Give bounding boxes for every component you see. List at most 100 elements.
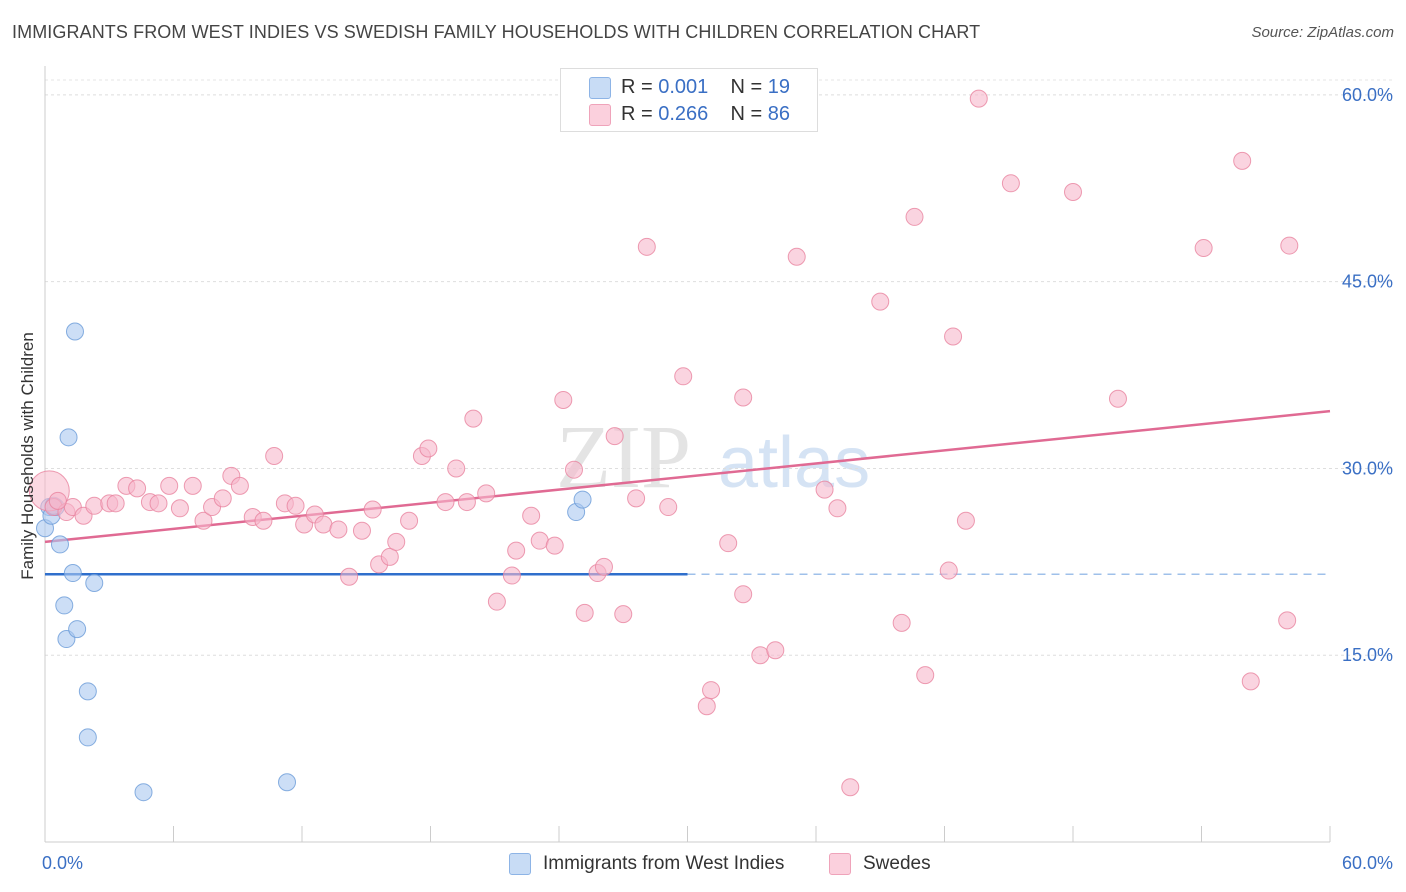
point-swedes-66 — [766, 641, 785, 660]
tick-labels: 15.0% 30.0% 45.0% 60.0% 0.0% 60.0% — [42, 85, 1393, 873]
stats-legend: R = 0.001 N = 19 R = 0.266 N = 86 — [560, 68, 818, 132]
point-swedes-59 — [674, 367, 693, 386]
legend-label-swedes: Swedes — [863, 853, 931, 874]
point-swedes-30 — [352, 521, 371, 540]
point-swedes-83 — [1233, 151, 1252, 170]
n-label: N = — [730, 75, 763, 98]
point-west-indies-10 — [68, 620, 87, 639]
point-swedes-14 — [183, 476, 202, 495]
point-swedes-87 — [48, 491, 67, 510]
point-swedes-70 — [841, 778, 860, 797]
point-swedes-9 — [128, 479, 147, 498]
point-swedes-44 — [502, 566, 521, 585]
point-west-indies-9 — [65, 322, 84, 341]
point-swedes-67 — [787, 247, 806, 266]
y-tick-label: 60.0% — [1342, 85, 1393, 105]
x-tick-label-max: 60.0% — [1342, 853, 1393, 873]
point-swedes-28 — [329, 520, 348, 539]
point-swedes-65 — [751, 646, 770, 665]
point-swedes-68 — [815, 480, 834, 499]
point-swedes-12 — [160, 476, 179, 495]
point-swedes-21 — [254, 511, 273, 530]
legend-item-swedes[interactable]: Swedes — [829, 852, 931, 876]
point-west-indies-4 — [50, 535, 69, 554]
point-swedes-55 — [614, 605, 633, 624]
y-tick-label: 30.0% — [1342, 458, 1393, 478]
point-west-indies-7 — [59, 428, 78, 447]
source-credit: Source: ZipAtlas.com — [1251, 24, 1394, 41]
point-swedes-38 — [436, 493, 455, 512]
point-swedes-73 — [905, 207, 924, 226]
point-west-indies-17 — [573, 490, 592, 509]
point-swedes-48 — [545, 536, 564, 555]
point-swedes-11 — [149, 494, 168, 513]
point-swedes-56 — [627, 489, 646, 508]
point-swedes-53 — [594, 557, 613, 576]
y-axis-label: Family Households with Children — [18, 332, 37, 580]
point-west-indies-8 — [63, 564, 82, 583]
legend-item-west-indies[interactable]: Immigrants from West Indies — [509, 852, 784, 876]
point-west-indies-11 — [78, 682, 97, 701]
point-swedes-75 — [939, 561, 958, 580]
point-swedes-77 — [956, 511, 975, 530]
point-swedes-85 — [1280, 236, 1299, 255]
point-swedes-19 — [230, 476, 249, 495]
point-swedes-64 — [734, 388, 753, 407]
point-west-indies-15 — [278, 773, 297, 792]
point-west-indies-5 — [55, 596, 74, 615]
point-west-indies-12 — [78, 728, 97, 747]
stats-text-swedes: R = 0.266 N = 86 — [621, 103, 790, 126]
point-swedes-80 — [1064, 183, 1082, 202]
point-swedes-13 — [170, 499, 189, 518]
point-swedes-5 — [85, 496, 104, 515]
point-swedes-74 — [916, 666, 935, 685]
point-swedes-58 — [659, 498, 678, 517]
y-tick-label: 15.0% — [1342, 645, 1393, 665]
point-swedes-29 — [340, 567, 359, 586]
point-swedes-86 — [1278, 611, 1297, 630]
stats-text-west-indies: R = 0.001 N = 19 — [621, 76, 790, 99]
point-swedes-78 — [969, 89, 988, 108]
point-swedes-34 — [387, 532, 406, 551]
point-swedes-72 — [892, 613, 911, 632]
n-value-west-indies: 19 — [767, 75, 791, 98]
point-swedes-31 — [363, 500, 382, 519]
point-swedes-46 — [522, 506, 541, 525]
r-label: R = — [621, 75, 653, 98]
chart-title: IMMIGRANTS FROM WEST INDIES VS SWEDISH F… — [12, 22, 981, 42]
point-swedes-82 — [1194, 239, 1213, 258]
point-swedes-7 — [106, 494, 125, 513]
point-swedes-43 — [487, 592, 506, 611]
point-west-indies-14 — [134, 783, 153, 802]
point-swedes-81 — [1108, 389, 1127, 408]
y-tick-label: 45.0% — [1342, 272, 1393, 292]
point-swedes-41 — [464, 409, 483, 428]
data-points — [28, 89, 1299, 802]
point-swedes-39 — [447, 459, 466, 478]
point-swedes-63 — [734, 585, 753, 604]
r-value-west-indies: 0.001 — [658, 75, 709, 98]
legend-swatch-west-indies-bottom — [509, 853, 531, 875]
point-swedes-49 — [554, 390, 573, 409]
point-swedes-42 — [477, 484, 496, 503]
legend-label-west-indies: Immigrants from West Indies — [543, 853, 785, 874]
n-label: N = — [730, 102, 763, 125]
point-swedes-51 — [575, 603, 594, 622]
point-swedes-24 — [286, 496, 305, 515]
r-value-swedes: 0.266 — [658, 102, 709, 125]
n-value-swedes: 86 — [767, 102, 791, 125]
watermark-atlas: atlas — [718, 423, 870, 503]
point-swedes-54 — [605, 427, 624, 446]
point-swedes-62 — [719, 534, 738, 553]
point-swedes-47 — [530, 531, 549, 550]
x-tick-label-min: 0.0% — [42, 853, 83, 873]
legend-swatch-swedes-bottom — [829, 853, 851, 875]
point-swedes-50 — [564, 460, 583, 479]
point-swedes-45 — [507, 541, 526, 560]
point-swedes-27 — [314, 515, 333, 534]
grid-lines — [45, 79, 1394, 656]
point-swedes-40 — [457, 493, 476, 512]
point-swedes-22 — [265, 447, 284, 465]
point-swedes-15 — [194, 511, 213, 530]
legend-swatch-west-indies — [589, 77, 611, 99]
